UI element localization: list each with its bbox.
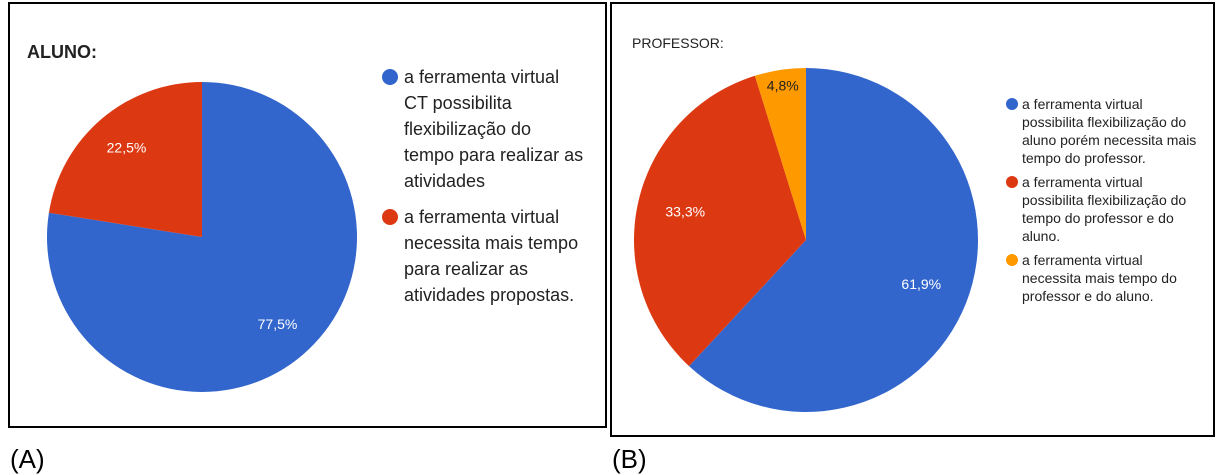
pie-slice: [754, 68, 806, 240]
legend-entry: a ferramenta virtual CT possibilita flex…: [382, 64, 584, 194]
panel-a: [8, 2, 607, 428]
slice-label: 77,5%: [258, 316, 298, 332]
chart-title: PROFESSOR:: [632, 35, 724, 51]
legend-marker: [382, 209, 398, 225]
legend-marker: [1006, 254, 1018, 266]
slice-label: 33,3%: [665, 203, 705, 219]
legend-marker: [382, 69, 398, 85]
legend: a ferramenta virtual possibilita flexibi…: [1006, 95, 1202, 311]
caption: (A): [10, 444, 45, 474]
pie-slice: [48, 82, 202, 237]
legend-entry: a ferramenta virtual necessita mais temp…: [382, 204, 584, 308]
legend: a ferramenta virtual CT possibilita flex…: [382, 64, 584, 318]
legend-entry: a ferramenta virtual necessita mais temp…: [1006, 251, 1202, 305]
slice-label: 61,9%: [901, 276, 941, 292]
pie-slice: [689, 68, 978, 413]
panel-b: [610, 2, 1215, 437]
caption: (B): [612, 444, 647, 474]
chart-title: ALUNO:: [27, 42, 97, 62]
legend-entry: a ferramenta virtual possibilita flexibi…: [1006, 173, 1202, 245]
slice-label: 22,5%: [107, 139, 147, 155]
legend-marker: [1006, 176, 1018, 188]
legend-marker: [1006, 98, 1018, 110]
pie-slice: [633, 75, 806, 367]
legend-entry: a ferramenta virtual possibilita flexibi…: [1006, 95, 1202, 167]
slice-label: 4,8%: [767, 78, 799, 94]
